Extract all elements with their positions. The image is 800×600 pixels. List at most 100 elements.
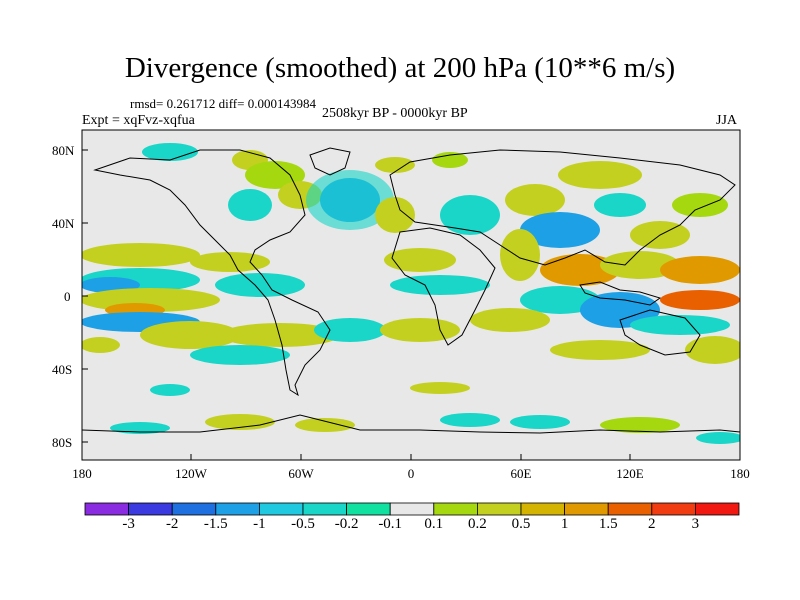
field-blob — [228, 189, 272, 221]
field-blob — [380, 318, 460, 342]
colorbar-label: -3 — [122, 516, 135, 532]
field-blob — [470, 308, 550, 332]
colorbar-swatch — [346, 502, 391, 516]
y-label-equator: 0 — [64, 289, 71, 304]
colorbar-label: 0.1 — [424, 516, 444, 532]
experiment-text: Expt = xqFvz-xqfua — [82, 113, 195, 128]
field-blob — [696, 432, 740, 444]
colorbar-label: 1 — [560, 516, 569, 532]
eurasia-coast — [389, 149, 736, 266]
stats-text: rmsd= 0.261712 diff= 0.000143984 — [130, 96, 316, 111]
x-label-180w: 180 — [72, 466, 92, 481]
field-blob — [505, 184, 565, 216]
greenland-coast — [309, 147, 351, 176]
field-blob — [594, 193, 646, 217]
field-blob — [140, 321, 240, 349]
field-blob — [205, 414, 275, 430]
coastlines — [82, 147, 740, 434]
field-blob — [630, 315, 730, 335]
maritime-continent-coast — [579, 281, 662, 306]
africa-coast — [391, 227, 496, 346]
colorbar-label: 0.2 — [468, 516, 487, 532]
colorbar-swatch — [389, 502, 435, 516]
period-text: 2508kyr BP - 0000kyr BP — [322, 106, 468, 121]
colorbar-label: 1.5 — [598, 516, 618, 532]
x-label-120e: 120E — [616, 466, 644, 481]
x-label-60w: 60W — [288, 466, 314, 481]
colorbar-swatch — [695, 502, 740, 516]
field-blob — [245, 161, 305, 189]
antarctica-coast — [82, 414, 740, 434]
colorbar-swatch — [258, 502, 304, 516]
field-blob — [220, 323, 340, 347]
field-blob — [672, 193, 728, 217]
colorbar — [84, 502, 740, 516]
field-blob — [440, 195, 500, 235]
colorbar-label: -0.5 — [291, 516, 315, 532]
australia-coast — [619, 309, 701, 356]
field-blob — [540, 254, 620, 286]
x-label-0: 0 — [407, 466, 415, 481]
colorbar-label: 0.5 — [511, 516, 531, 532]
field-blob — [215, 273, 305, 297]
colorbar-swatch — [128, 502, 173, 516]
x-label-120w: 120W — [175, 466, 207, 481]
field-blob — [314, 318, 386, 342]
field-blob — [510, 415, 570, 429]
field-blob — [384, 248, 456, 272]
field-blob — [410, 382, 470, 394]
axis-ticks — [81, 149, 741, 460]
field-blob — [150, 384, 190, 396]
colorbar-swatch — [520, 502, 565, 516]
x-label-180e: 180 — [730, 466, 750, 481]
colorbar-swatch — [215, 502, 260, 516]
colorbar-label: -1.5 — [203, 516, 228, 532]
field-blob — [390, 275, 490, 295]
colorbar-swatch — [433, 502, 478, 516]
field-blob — [82, 337, 120, 353]
field-blob — [82, 243, 200, 267]
colorbar-swatch — [607, 502, 653, 516]
field-blob — [660, 290, 740, 310]
field-blob — [600, 251, 680, 279]
divergence-field — [82, 130, 740, 460]
field-blob — [558, 161, 642, 189]
field-blob — [685, 336, 740, 364]
field-blob — [660, 256, 740, 284]
y-label-80s: 80S — [52, 435, 73, 450]
field-blob — [375, 197, 415, 233]
colorbar-swatch — [171, 502, 217, 516]
colorbar-swatch — [84, 502, 129, 516]
field-blob — [500, 229, 540, 281]
colorbar-label: -1 — [253, 516, 266, 532]
field-blob — [440, 413, 500, 427]
colorbar-label: -2 — [165, 516, 179, 532]
field-blob — [142, 143, 198, 161]
field-blob — [550, 340, 650, 360]
field-blob — [190, 345, 290, 365]
chart-title: Divergence (smoothed) at 200 hPa (10**6 … — [124, 52, 676, 84]
field-blob — [375, 157, 415, 173]
colorbar-swatch — [651, 502, 696, 516]
season-text: JJA — [716, 113, 738, 128]
colorbar-swatch — [564, 502, 609, 516]
field-blob — [190, 252, 270, 272]
field-blob — [520, 212, 600, 248]
y-label-40n: 40N — [52, 216, 75, 231]
x-label-60e: 60E — [510, 466, 532, 481]
y-label-40s: 40S — [52, 362, 73, 377]
colorbar-swatch — [302, 502, 347, 516]
americas-coast — [93, 149, 331, 397]
colorbar-label: -0.2 — [334, 516, 359, 532]
field-blob — [306, 170, 394, 230]
field-blob — [432, 152, 468, 168]
colorbar-label: 2 — [648, 516, 656, 532]
colorbar-label: 3 — [691, 516, 700, 532]
colorbar-label: -0.1 — [378, 516, 403, 532]
field-blob — [295, 418, 355, 432]
y-label-80n: 80N — [52, 143, 75, 158]
colorbar-swatch — [476, 502, 522, 516]
field-blob — [520, 286, 600, 314]
field-blob — [600, 417, 680, 433]
